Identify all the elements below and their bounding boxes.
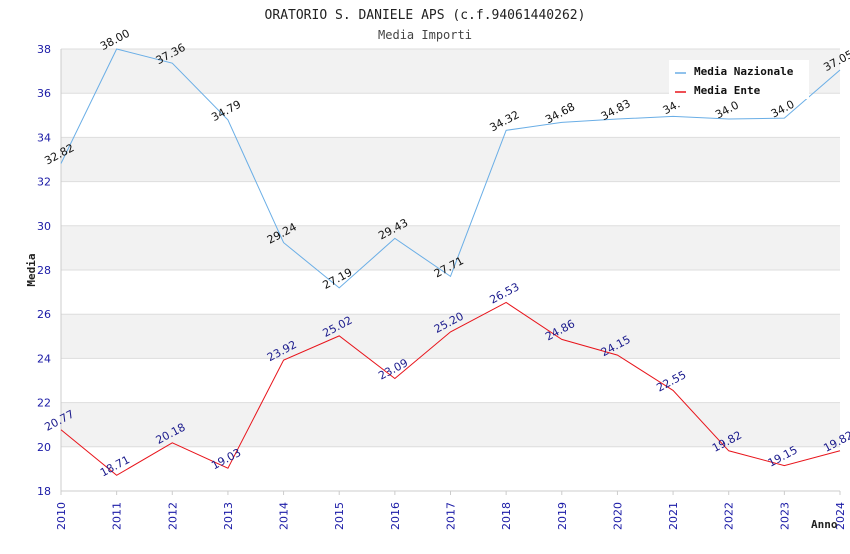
x-tick-label: 2014 [278,502,291,530]
x-tick-label: 2019 [556,502,569,530]
data-label: 34. [661,97,683,117]
y-axis-label: Media [25,253,38,286]
x-tick-label: 2018 [500,502,513,530]
x-tick-label: 2012 [166,502,179,530]
grid-lines [61,48,840,492]
legend-label-nazionale: Media Nazionale [694,65,794,78]
data-label: 19.03 [209,446,243,472]
y-tick-label: 34 [37,131,51,144]
y-tick-label: 20 [37,441,51,454]
x-tick-label: 2024 [834,502,847,530]
y-tick-label: 28 [37,264,51,277]
x-tick-label: 2016 [389,502,402,530]
data-label: 22.55 [654,368,688,394]
y-tick-label: 22 [37,397,51,410]
data-label: 23.09 [376,356,410,382]
y-tick-label: 24 [37,352,51,365]
y-tick-label: 26 [37,308,51,321]
data-label: 34.32 [488,108,522,134]
series-line-ente [60,301,841,476]
chart-subtitle: Media Importi [378,28,472,42]
x-tick-labels: 2010 2011 2012 2013 2014 2015 2016 2017 2018 2019… [55,491,847,530]
x-tick-label: 2013 [222,502,235,530]
y-tick-label: 18 [37,485,51,498]
data-label: 34.79 [209,98,243,124]
y-tick-label: 36 [37,87,51,100]
grid-band [61,314,840,359]
x-tick-label: 2020 [611,502,624,530]
y-tick-label: 30 [37,220,51,233]
data-label: 26.53 [488,280,522,306]
data-label: 34.0 [769,98,797,121]
x-tick-label: 2022 [723,502,736,530]
legend: Media Nazionale Media Ente [669,60,809,99]
x-tick-label: 2010 [55,502,68,530]
x-tick-label: 2021 [667,502,680,530]
data-label: 19.15 [766,443,800,469]
data-label: 18.71 [98,453,132,479]
legend-box [669,60,809,99]
grid-band [61,225,840,270]
series-lines [60,48,841,476]
x-tick-label: 2015 [333,502,346,530]
x-tick-label: 2023 [778,502,791,530]
legend-label-ente: Media Ente [694,84,761,97]
grid-bands [61,49,840,447]
y-tick-label: 32 [37,176,51,189]
grid-band [61,137,840,182]
data-label: 34.0 [713,98,741,121]
y-tick-labels: 18 20 22 24 26 28 30 32 34 36 38 [37,43,51,498]
x-tick-label: 2011 [111,502,124,530]
series-line-nazionale [60,48,841,289]
x-tick-label: 2017 [445,502,458,530]
y-tick-label: 38 [37,43,51,56]
x-axis-label: Anno [811,518,838,531]
grid-band [61,402,840,447]
chart-title: ORATORIO S. DANIELE APS (c.f.94061440262… [265,8,586,23]
